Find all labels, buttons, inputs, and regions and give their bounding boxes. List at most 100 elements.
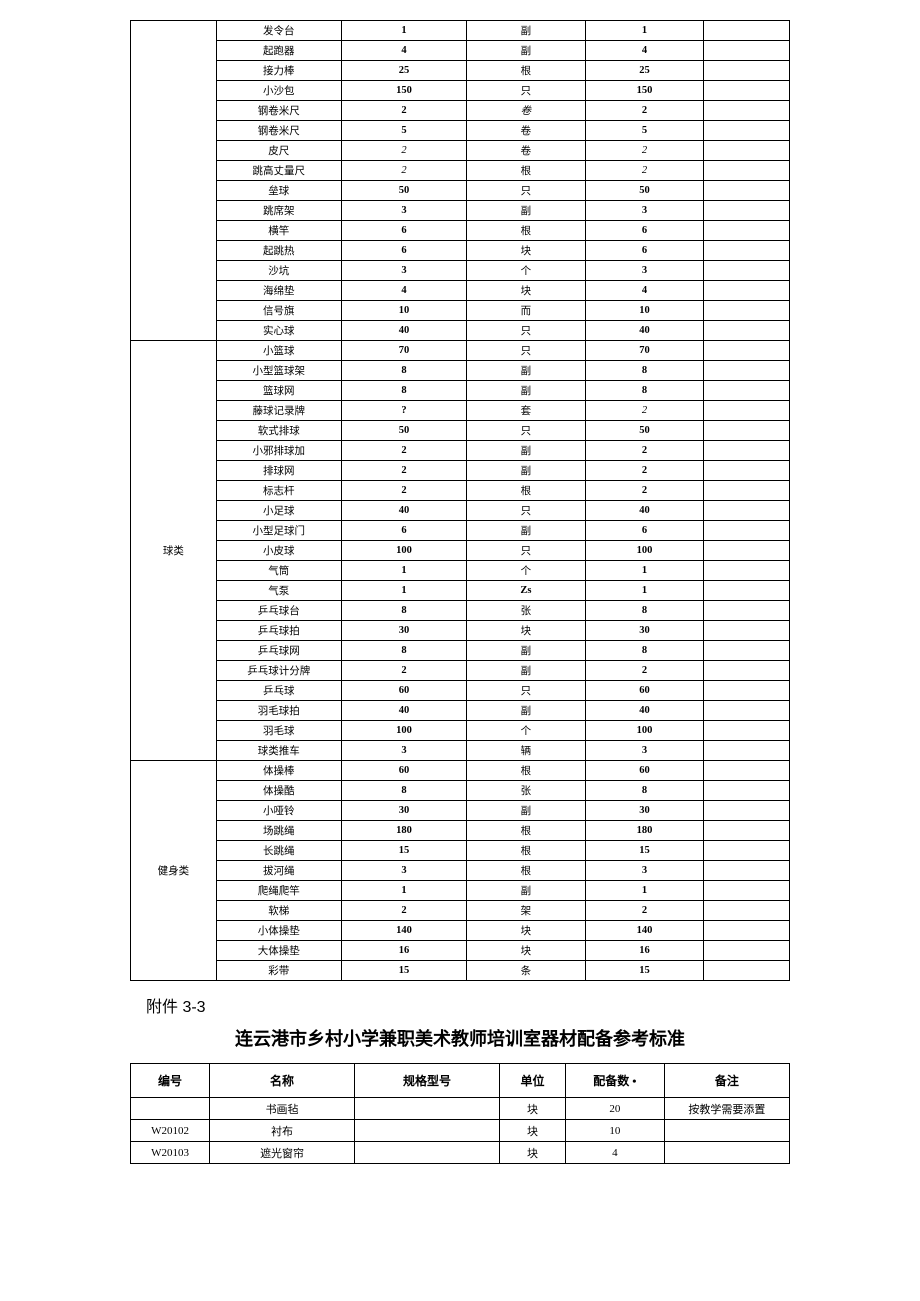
- equipment-table-1: 发令台1副1起跑器4副4接力棒25根25小沙包150只150钢卷米尺2卷2钢卷米…: [130, 20, 790, 981]
- note-cell: [704, 301, 790, 321]
- qty1-cell: 60: [341, 681, 466, 701]
- qty1-cell: 8: [341, 781, 466, 801]
- name-cell: 爬绳爬竿: [216, 881, 341, 901]
- note-cell: [704, 501, 790, 521]
- unit-cell: 副: [467, 521, 586, 541]
- name-cell: 钢卷米尺: [216, 101, 341, 121]
- note-cell: [704, 661, 790, 681]
- table-row: 跳席架3副3: [131, 201, 790, 221]
- qty1-cell: 50: [341, 421, 466, 441]
- name-cell: 小哑铃: [216, 801, 341, 821]
- name-cell: 沙坑: [216, 261, 341, 281]
- name-cell: 拔河绳: [216, 861, 341, 881]
- note-cell: [704, 241, 790, 261]
- unit-cell: 卷: [467, 101, 586, 121]
- unit-cell: 只: [467, 501, 586, 521]
- qty2-cell: 5: [585, 121, 704, 141]
- name-cell: 软梯: [216, 901, 341, 921]
- qty2-cell: 50: [585, 181, 704, 201]
- qty2-cell: 2: [585, 101, 704, 121]
- unit-cell: 条: [467, 961, 586, 981]
- table-row: 气筒1个1: [131, 561, 790, 581]
- unit-cell: 只: [467, 541, 586, 561]
- note-cell: [704, 141, 790, 161]
- qty2-cell: 8: [585, 601, 704, 621]
- name-cell: 大体操垫: [216, 941, 341, 961]
- unit-cell: 副: [467, 881, 586, 901]
- note-cell: [664, 1120, 789, 1142]
- unit-cell: 套: [467, 401, 586, 421]
- name-cell: 场跳绳: [216, 821, 341, 841]
- unit-cell: 副: [467, 661, 586, 681]
- note-cell: [704, 561, 790, 581]
- note-cell: [704, 161, 790, 181]
- id-cell: W20103: [131, 1142, 210, 1164]
- name-cell: 遮光窗帘: [210, 1142, 355, 1164]
- name-cell: 小沙包: [216, 81, 341, 101]
- qty1-cell: 40: [341, 501, 466, 521]
- qty1-cell: 1: [341, 581, 466, 601]
- qty1-cell: 16: [341, 941, 466, 961]
- qty2-cell: 6: [585, 221, 704, 241]
- table-row: 彩带15条15: [131, 961, 790, 981]
- qty2-cell: 50: [585, 421, 704, 441]
- table-row: 横竿6根6: [131, 221, 790, 241]
- qty2-cell: 4: [585, 41, 704, 61]
- table-row: 软式排球50只50: [131, 421, 790, 441]
- table-row: 信号旗10而10: [131, 301, 790, 321]
- qty1-cell: 3: [341, 861, 466, 881]
- table-row: 软梯2架2: [131, 901, 790, 921]
- qty2-cell: 2: [585, 901, 704, 921]
- name-cell: 气筒: [216, 561, 341, 581]
- note-cell: [704, 781, 790, 801]
- qty1-cell: 2: [341, 901, 466, 921]
- unit-cell: 只: [467, 81, 586, 101]
- qty2-cell: 8: [585, 381, 704, 401]
- unit-cell: 只: [467, 341, 586, 361]
- qty1-cell: 3: [341, 201, 466, 221]
- note-cell: [704, 281, 790, 301]
- qty1-cell: 8: [341, 641, 466, 661]
- qty2-cell: 8: [585, 781, 704, 801]
- note-cell: [704, 861, 790, 881]
- name-cell: 小型足球门: [216, 521, 341, 541]
- qty2-cell: 2: [585, 481, 704, 501]
- qty1-cell: 6: [341, 241, 466, 261]
- unit-cell: 个: [467, 561, 586, 581]
- qty1-cell: 10: [341, 301, 466, 321]
- qty1-cell: 2: [341, 481, 466, 501]
- qty1-cell: 3: [341, 741, 466, 761]
- note-cell: [704, 961, 790, 981]
- note-cell: [704, 341, 790, 361]
- name-cell: 彩带: [216, 961, 341, 981]
- name-cell: 气泵: [216, 581, 341, 601]
- qty1-cell: 40: [341, 321, 466, 341]
- qty2-cell: 3: [585, 861, 704, 881]
- name-cell: 钢卷米尺: [216, 121, 341, 141]
- table-row: 乒乓球拍30块30: [131, 621, 790, 641]
- table-row: 书画毡块20按教学需要添置: [131, 1098, 790, 1120]
- table-row: 钢卷米尺5卷5: [131, 121, 790, 141]
- name-cell: 羽毛球: [216, 721, 341, 741]
- note-cell: [704, 741, 790, 761]
- qty2-cell: 15: [585, 961, 704, 981]
- unit-cell: 而: [467, 301, 586, 321]
- unit-cell: 根: [467, 861, 586, 881]
- name-cell: 球类推车: [216, 741, 341, 761]
- unit-cell: 副: [467, 701, 586, 721]
- table-row: 小沙包150只150: [131, 81, 790, 101]
- qty1-cell: 3: [341, 261, 466, 281]
- qty1-cell: 30: [341, 801, 466, 821]
- table-row: 小哑铃30副30: [131, 801, 790, 821]
- note-cell: [704, 201, 790, 221]
- th-note: 备注: [664, 1064, 789, 1098]
- qty1-cell: 2: [341, 161, 466, 181]
- name-cell: 乒乓球计分牌: [216, 661, 341, 681]
- category-cell: 健身类: [131, 761, 217, 981]
- qty1-cell: 40: [341, 701, 466, 721]
- unit-cell: 卷: [467, 121, 586, 141]
- qty2-cell: 40: [585, 501, 704, 521]
- name-cell: 乒乓球: [216, 681, 341, 701]
- note-cell: [704, 481, 790, 501]
- unit-cell: 根: [467, 481, 586, 501]
